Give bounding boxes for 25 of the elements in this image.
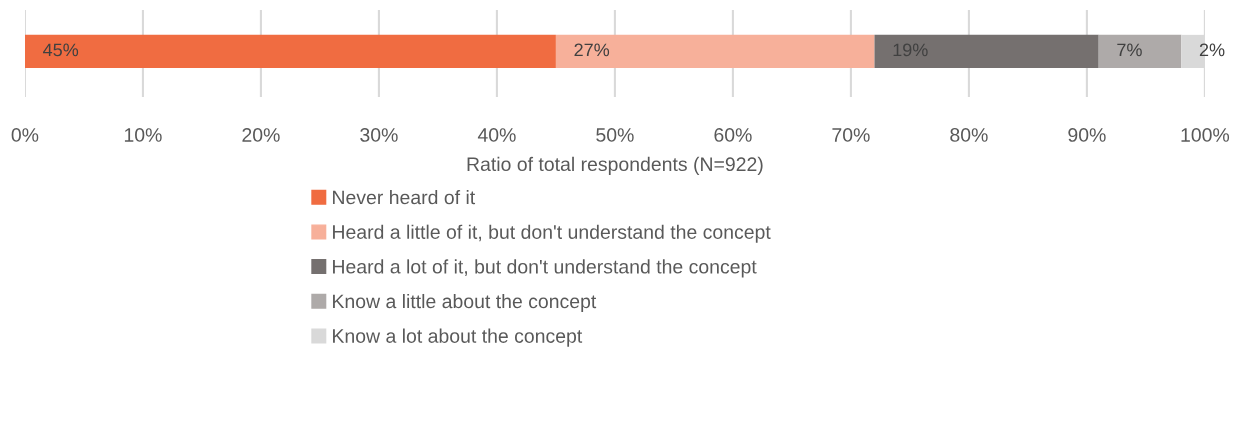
data-label: 7% bbox=[1117, 43, 1142, 57]
legend-label: Heard a little of it, but don't understand the concept bbox=[333, 224, 771, 243]
data-label: 27% bbox=[574, 43, 610, 57]
legend-label: Know a little about the concept bbox=[333, 293, 597, 313]
legend-label: Heard a lot of it, but don't understand the concept bbox=[333, 259, 757, 278]
x-tick-label: 80% bbox=[950, 128, 988, 142]
bar bbox=[555, 34, 875, 68]
data-label: 2% bbox=[1199, 43, 1225, 57]
legend-label: Never heard of it bbox=[333, 190, 476, 205]
x-tick-label: 20% bbox=[242, 128, 280, 142]
x-tick-label: 70% bbox=[832, 128, 870, 142]
x-tick-label: 0% bbox=[11, 128, 39, 142]
x-tick-label: 100% bbox=[1181, 128, 1230, 142]
x-axis-title: Ratio of total respondents (N=922) bbox=[467, 156, 763, 175]
x-tick-label: 90% bbox=[1068, 128, 1106, 142]
legend-label: Know a lot about the concept bbox=[333, 328, 583, 347]
x-tick-label: 50% bbox=[596, 128, 634, 142]
bar bbox=[874, 34, 1099, 68]
bar bbox=[24, 34, 556, 68]
x-tick-label: 60% bbox=[714, 128, 752, 142]
x-tick-label: 10% bbox=[124, 128, 162, 142]
x-tick-label: 30% bbox=[360, 128, 398, 142]
data-label: 45% bbox=[43, 43, 79, 57]
bar bbox=[1098, 34, 1182, 68]
x-tick-label: 40% bbox=[477, 128, 516, 142]
